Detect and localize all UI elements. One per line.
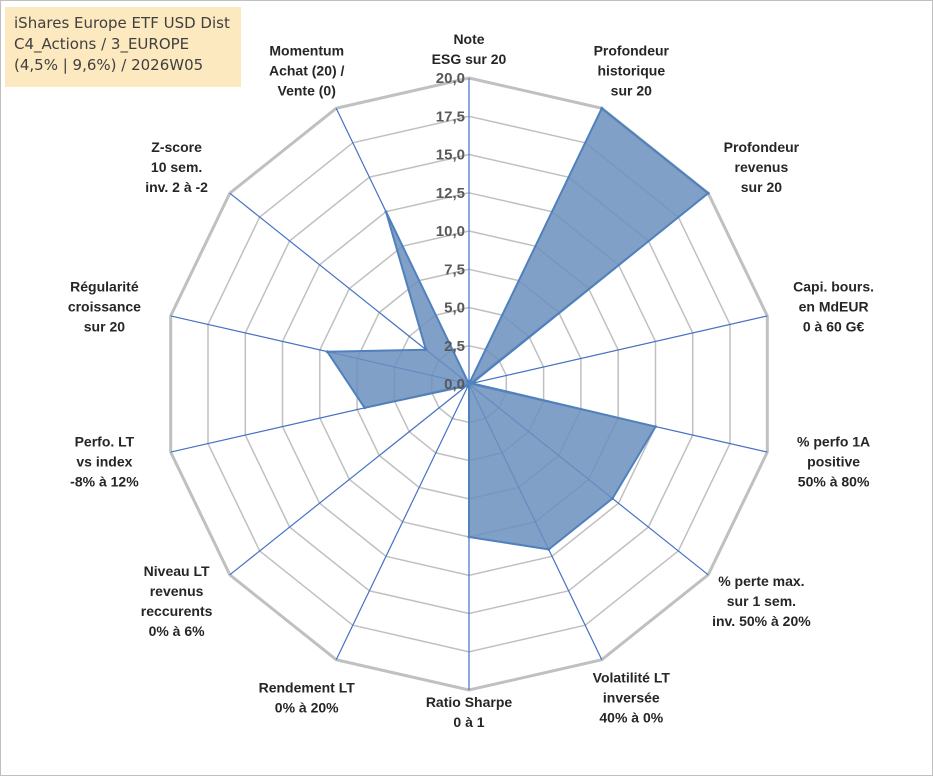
radial-tick-labels: 0,0 2,5 5,0 7,5 10,0 12,5 15,0 17,5 20,0: [436, 70, 465, 393]
title-line-fund: iShares Europe ETF USD Dist: [14, 14, 230, 32]
series-point: [384, 210, 388, 214]
series-point: [467, 535, 471, 539]
series-point: [706, 191, 710, 195]
axis-label-line: revenus: [150, 583, 204, 599]
radar-series: [325, 106, 710, 551]
series-point: [654, 425, 657, 429]
tick-label: 15,0: [436, 147, 465, 164]
axis-label-line: Profondeur: [594, 42, 670, 58]
axis-label-line: historique: [597, 62, 665, 78]
tick-label: 17,5: [436, 108, 465, 125]
axis-label: Momentum Achat (20) / Vente (0): [269, 42, 345, 98]
tick-label: 12,5: [436, 185, 465, 202]
axis-label-line: % perfo 1A: [797, 434, 870, 450]
axis-label-line: ESG sur 20: [432, 51, 507, 67]
axis-label-line: Z-score: [151, 139, 202, 155]
axis-label-line: Rendement LT: [259, 680, 356, 696]
axis-label-line: Vente (0): [278, 82, 336, 98]
series-point: [424, 348, 428, 352]
series-point: [611, 497, 614, 500]
series-point: [547, 547, 551, 551]
axis-label-line: -8% à 12%: [70, 474, 139, 490]
axis-label-line: Achat (20) /: [269, 62, 345, 78]
series-point: [470, 381, 474, 385]
title-line-period: (4,5% | 9,6%) / 2026W05: [14, 56, 204, 74]
axis-label-line: reccurents: [141, 603, 213, 619]
axis-label-line: sur 20: [611, 82, 652, 98]
axis-labels: Note ESG sur 20 Profondeur historique sur 20…: [68, 31, 874, 730]
axis-label: Niveau LT revenus reccurents 0% à 6%: [141, 563, 213, 639]
axis-label-line: en MdEUR: [799, 299, 869, 315]
axis-spoke: [468, 315, 768, 385]
axis-label-line: Capi. bours.: [793, 279, 874, 295]
series-point: [600, 106, 604, 110]
axis-label-line: 0% à 20%: [275, 700, 339, 716]
axis-label-line: 40% à 0%: [599, 710, 663, 726]
axis-label-line: sur 20: [84, 319, 125, 335]
axis-label-line: sur 20: [741, 179, 782, 195]
axis-label: Profondeur revenus sur 20: [724, 139, 800, 195]
axis-label-line: Niveau LT: [144, 563, 210, 579]
axis-label-line: Ratio Sharpe: [426, 694, 513, 710]
axis-label: % perfo 1A positive 50% à 80%: [797, 434, 870, 490]
tick-label: 20,0: [436, 70, 465, 87]
axis-label-line: Volatilité LT: [593, 670, 671, 686]
axis-label-line: 50% à 80%: [798, 474, 870, 490]
axis-label-line: % perte max.: [718, 573, 804, 589]
axis-spoke: [335, 383, 470, 660]
series-point: [363, 406, 367, 410]
axis-label-line: croissance: [68, 299, 141, 315]
axis-label: Volatilité LT inversée 40% à 0%: [593, 670, 671, 726]
tick-label: 10,0: [436, 223, 465, 240]
axis-label-line: 10 sem.: [151, 159, 202, 175]
axis-label: Profondeur historique sur 20: [594, 42, 670, 98]
axis-label-line: inversée: [603, 690, 660, 706]
axis-label: Capi. bours. en MdEUR 0 à 60 G€: [793, 279, 874, 335]
series-point: [467, 382, 471, 386]
tick-label: 0,0: [444, 376, 465, 393]
tick-label: 5,0: [444, 300, 465, 317]
axis-label: Note ESG sur 20: [432, 31, 507, 67]
tick-label: 7,5: [444, 261, 465, 278]
chart-title-box: iShares Europe ETF USD Dist C4_Actions /…: [5, 7, 241, 87]
series-point: [465, 384, 469, 388]
axis-label-line: 0 à 60 G€: [803, 319, 865, 335]
axis-label-line: revenus: [735, 159, 789, 175]
axis-label: Ratio Sharpe 0 à 1: [426, 694, 513, 730]
axis-label-line: positive: [807, 454, 860, 470]
axis-label-line: Note: [453, 31, 484, 47]
axis-spoke: [229, 383, 470, 576]
axis-label: Régularité croissance sur 20: [68, 279, 141, 335]
axis-label-line: Momentum: [269, 42, 344, 58]
axis-label: Perfo. LT vs index -8% à 12%: [70, 434, 139, 490]
axis-label-line: Profondeur: [724, 139, 800, 155]
axis-label-line: Régularité: [70, 279, 139, 295]
axis-label: % perte max. sur 1 sem. inv. 50% à 20%: [712, 573, 811, 629]
axis-label: Z-score 10 sem. inv. 2 à -2: [145, 139, 208, 195]
axis-label-line: inv. 2 à -2: [145, 179, 208, 195]
axis-label-line: Perfo. LT: [75, 434, 135, 450]
axis-label-line: 0 à 1: [453, 714, 484, 730]
tick-label: 2,5: [444, 338, 465, 355]
axis-label-line: 0% à 6%: [149, 623, 206, 639]
title-line-category: C4_Actions / 3_EUROPE: [14, 35, 190, 53]
series-point: [325, 350, 329, 354]
axis-label: Rendement LT 0% à 20%: [259, 680, 356, 716]
axis-label-line: vs index: [76, 454, 132, 470]
axis-label-line: sur 1 sem.: [727, 593, 796, 609]
axis-label-line: inv. 50% à 20%: [712, 613, 811, 629]
